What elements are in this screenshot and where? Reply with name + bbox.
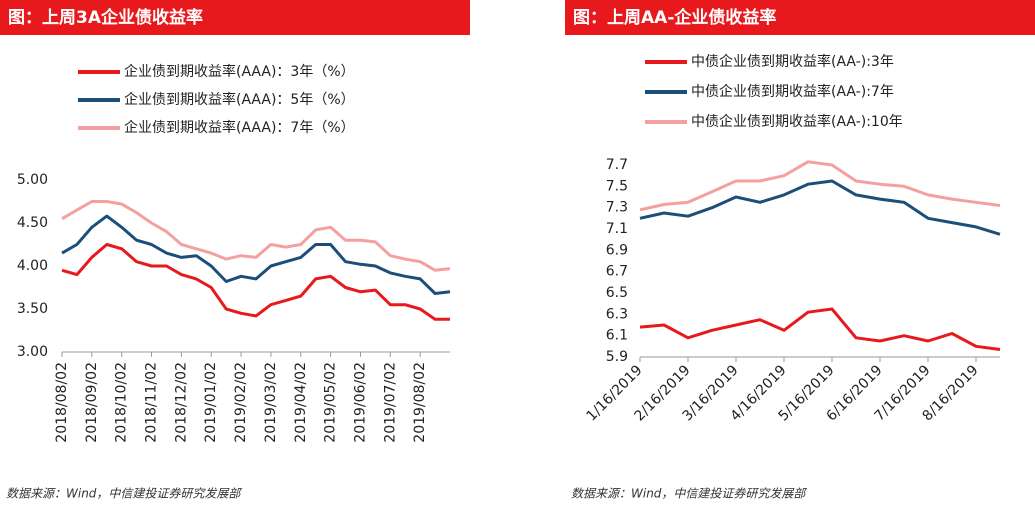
title-bar (565, 0, 1035, 35)
y-tick-label: 4.50 (17, 215, 48, 231)
y-tick-label: 7.3 (606, 200, 628, 216)
y-tick-label: 3.00 (17, 344, 48, 360)
x-tick-label: 2018/11/02 (144, 362, 160, 443)
source-note: 数据来源：Wind，中信建投证券研究发展部 (6, 487, 242, 501)
x-tick-label: 2019/01/02 (203, 362, 219, 443)
y-tick-label: 5.00 (17, 172, 48, 188)
x-tick-label: 2019/02/02 (233, 362, 249, 443)
legend-label: 中债企业债到期收益率(AA-):7年 (691, 83, 894, 100)
y-tick-label: 4.00 (17, 258, 48, 274)
source-note: 数据来源：Wind，中信建投证券研究发展部 (571, 487, 807, 501)
y-tick-label: 5.9 (606, 349, 628, 365)
legend-label: 企业债到期收益率(AAA)：7年（%） (124, 119, 355, 136)
series-line (61, 200, 451, 272)
x-tick-label: 2019/03/02 (263, 362, 279, 443)
chart-title: 图：上周3A企业债收益率 (8, 7, 203, 28)
y-tick-label: 6.9 (606, 242, 628, 258)
x-tick-label: 2019/05/02 (323, 362, 339, 443)
y-tick-label: 6.1 (606, 328, 628, 344)
legend-label: 企业债到期收益率(AAA)：5年（%） (124, 91, 355, 108)
series-line (639, 179, 1001, 236)
y-tick-label: 6.5 (606, 285, 628, 301)
y-tick-label: 6.3 (606, 306, 628, 322)
series-line (61, 243, 450, 321)
x-tick-label: 2018/12/02 (173, 362, 189, 443)
title-bar (0, 0, 470, 35)
legend-label: 中债企业债到期收益率(AA-):3年 (691, 53, 894, 70)
x-tick-label: 2018/09/02 (84, 362, 100, 443)
x-tick-label: 2018/08/02 (54, 362, 70, 443)
y-tick-label: 7.7 (606, 157, 628, 173)
y-tick-label: 7.1 (606, 221, 628, 237)
y-tick-label: 3.50 (17, 301, 48, 317)
x-tick-label: 2019/07/02 (382, 362, 398, 443)
x-tick-label: 2019/08/02 (412, 362, 428, 443)
legend-label: 中债企业债到期收益率(AA-):10年 (691, 113, 903, 130)
x-tick-label: 2019/06/02 (352, 362, 368, 443)
chart-title: 图：上周AA-企业债收益率 (573, 7, 776, 28)
x-tick-label: 2018/10/02 (114, 362, 130, 443)
legend-label: 企业债到期收益率(AAA)：3年（%） (124, 63, 355, 80)
y-tick-label: 6.7 (606, 264, 628, 280)
series-line (61, 214, 451, 295)
series-line (639, 160, 1001, 212)
y-tick-label: 7.5 (606, 178, 628, 194)
series-line (639, 307, 1001, 351)
x-tick-label: 2019/04/02 (293, 362, 309, 443)
